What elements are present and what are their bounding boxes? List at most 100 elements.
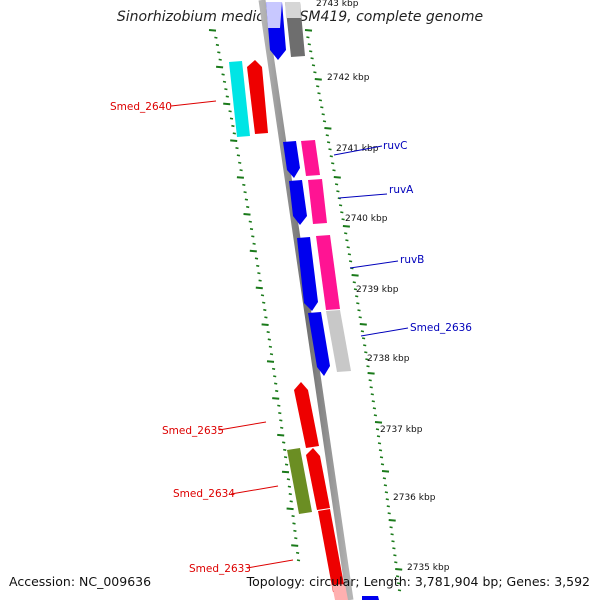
scale-tick (216, 65, 224, 69)
scale-tick (309, 50, 313, 53)
scale-tick (367, 372, 375, 375)
gene-arrow-ruvb-magenta[interactable] (316, 235, 340, 310)
scale-tick (232, 132, 236, 135)
scale-tick (307, 43, 311, 46)
gene-arrow-bottom-pink[interactable] (332, 584, 348, 600)
gene-arrow-bottom-blue[interactable] (362, 596, 379, 600)
gene-arrow-lightblue[interactable] (266, 2, 282, 28)
scale-tick (370, 393, 374, 396)
gene-arrow-ruvc-blue[interactable] (283, 141, 300, 178)
scale-tick (374, 421, 383, 424)
gene-arrow-ruva-magenta[interactable] (308, 179, 327, 224)
scale-tick (304, 29, 313, 32)
scale-tick (214, 36, 218, 39)
scale-tick (382, 477, 387, 480)
scale-tick (334, 183, 339, 186)
scale-tick (236, 154, 241, 157)
scale-tick (380, 463, 385, 466)
scale-tick (272, 397, 280, 400)
scale-tick (379, 456, 384, 459)
gene-arrow-smed-2640[interactable] (247, 60, 268, 134)
scale-tick (393, 554, 397, 557)
scale-tick (331, 162, 335, 165)
scale-tick (284, 463, 289, 466)
scale-tick (269, 353, 274, 356)
scale-tick (321, 113, 325, 116)
scale-tick (248, 220, 252, 223)
scale-tick (353, 288, 358, 291)
scale-tick (294, 537, 298, 540)
scale-tick (256, 264, 260, 267)
scale-tick (266, 331, 270, 334)
accession-text: Accession: NC_009636 (9, 574, 152, 589)
scale-tick (396, 582, 401, 585)
scale-tick (359, 323, 367, 326)
scale-tick (356, 302, 360, 305)
scale-tick (392, 547, 396, 550)
scale-tick (230, 139, 238, 142)
scale-label: 2739 kbp (356, 285, 399, 295)
scale-tick (383, 484, 388, 487)
gene-arrow-ruvc-magenta[interactable] (301, 140, 320, 176)
scale-tick (345, 239, 349, 242)
gene-arrow-smed-2633[interactable] (318, 509, 345, 592)
scale-tick (218, 58, 222, 61)
scale-tick (395, 575, 400, 578)
gene-arrow-ruva-blue[interactable] (289, 180, 307, 225)
scale-tick (340, 211, 344, 214)
scale-tick (371, 400, 375, 403)
gene-arrow-smed-2636-blue[interactable] (308, 312, 330, 376)
scale-tick (217, 51, 221, 54)
scale-tick (318, 99, 323, 102)
scale-labels: 2743 kbp 2742 kbp 2741 kbp 2740 kbp 2739… (316, 0, 450, 573)
scale-label: 2737 kbp (380, 425, 423, 435)
scale-tick (286, 507, 294, 511)
scale-tick (242, 183, 246, 186)
gene-arrow-ruvb-blue[interactable] (297, 237, 318, 311)
scale-tick (267, 338, 271, 341)
scale-tick (384, 491, 389, 494)
scale-tick (292, 522, 296, 525)
scale-tick (385, 498, 389, 501)
gene-arrow-cyan[interactable] (229, 61, 250, 137)
scale-tick (254, 257, 259, 260)
scale-tick (363, 344, 367, 347)
gene-arrow-smed-2636-gray[interactable] (326, 310, 351, 372)
scale-tick (279, 419, 283, 422)
scale-tick (333, 176, 341, 179)
scale-tick (223, 102, 231, 106)
scale-label: 2736 kbp (393, 493, 436, 503)
scale-tick (376, 435, 381, 438)
scale-tick (291, 544, 299, 547)
scale-tick (375, 428, 380, 431)
scale-tick (252, 242, 256, 245)
gene-arrow-smed-2635[interactable] (294, 382, 319, 448)
scale-tick (389, 526, 393, 529)
gene-arrow-smed-2634[interactable] (306, 448, 330, 510)
scale-tick (311, 64, 316, 67)
scale-tick (310, 57, 314, 60)
scale-tick (314, 78, 322, 81)
scale-tick (361, 337, 366, 340)
gene-arrow-olive[interactable] (287, 448, 312, 514)
scale-tick (280, 426, 284, 429)
gene-arrow-lightgray[interactable] (285, 2, 301, 18)
gene-label-ruvb: ruvB (400, 254, 424, 266)
scale-tick (243, 213, 251, 216)
scale-tick (268, 345, 273, 348)
scale-tick (342, 225, 350, 228)
scale-tick (277, 404, 281, 407)
scale-tick (228, 110, 232, 113)
scale-tick (372, 407, 377, 410)
scale-tick (336, 190, 340, 193)
scale-tick (386, 505, 390, 508)
scale-tick (346, 246, 350, 249)
scale-tick (351, 274, 359, 277)
scale-tick (239, 169, 243, 172)
scale-tick (348, 260, 353, 263)
scale-tick (296, 559, 301, 562)
scale-tick (246, 205, 250, 209)
scale-tick (281, 470, 290, 474)
gene-label-ruva: ruvA (389, 184, 414, 196)
scale-tick (317, 92, 321, 95)
